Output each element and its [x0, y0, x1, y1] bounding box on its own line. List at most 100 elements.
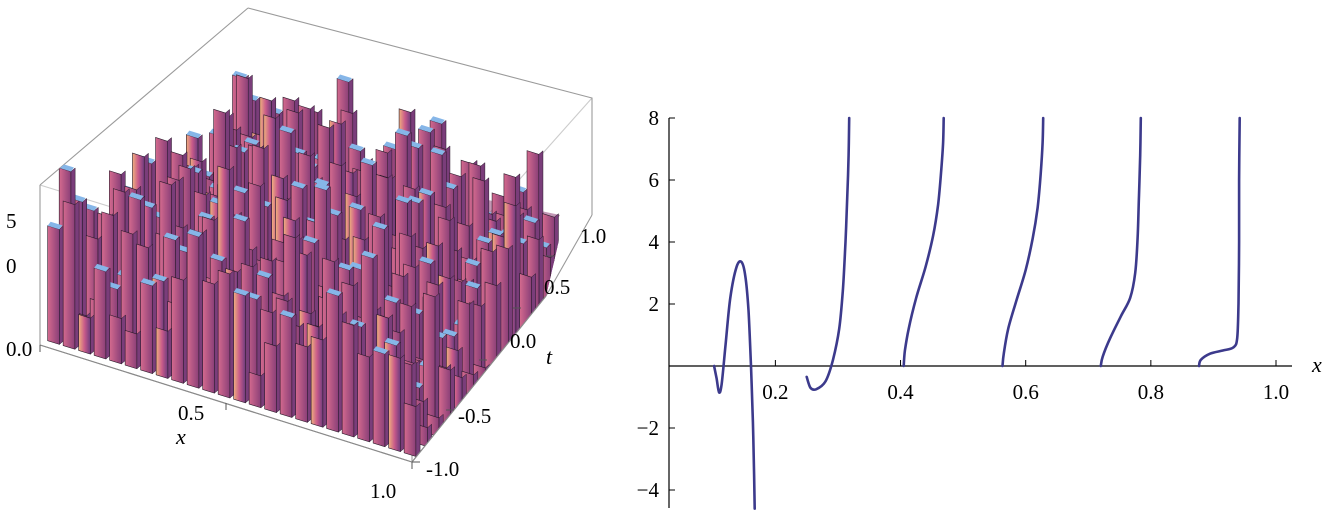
surface-spike-cap: [233, 213, 249, 222]
surface-spike-side: [74, 200, 80, 350]
surface-spike: [279, 313, 293, 418]
surface-spike: [202, 280, 215, 394]
surface-spike-side: [245, 291, 250, 404]
surface-spike-cap: [94, 263, 109, 272]
x-tick-label: 0.8: [1138, 380, 1164, 404]
y-tick-label: 8: [649, 106, 660, 130]
surface-spike-side: [121, 314, 126, 365]
surface-spike-side: [554, 304, 559, 340]
surface-spike: [341, 321, 355, 438]
surface-spike-cap: [187, 229, 202, 237]
surface-spike-cap: [373, 346, 388, 354]
surface-spike-cap: [384, 295, 400, 303]
surface-spike-side: [538, 235, 544, 335]
surface-spike-cap: [465, 258, 481, 266]
t-tick-neg1: -1.0: [426, 457, 459, 481]
curve-branch-1: [712, 260, 756, 510]
surface-spike: [47, 225, 60, 345]
curves: [712, 116, 1241, 510]
t-axis-label-3d: t: [546, 344, 553, 369]
surface-spike-cap: [395, 195, 411, 204]
surface-spike: [554, 295, 567, 330]
surface-spike-cap: [349, 261, 365, 270]
surface-spike-cap: [418, 187, 434, 196]
y-tick-label: −2: [637, 416, 659, 440]
curve-branch-3: [902, 116, 945, 368]
surface-spike-cap: [232, 70, 248, 79]
surface-spike-cap: [47, 221, 63, 230]
surface-spike-side: [496, 281, 502, 389]
surface-spike-cap: [383, 141, 399, 150]
surface-spike: [124, 329, 138, 370]
x-tick-label: 0.6: [1013, 380, 1039, 404]
surface-spike-cap: [210, 253, 226, 262]
surface-spike-side: [353, 321, 359, 438]
curve-branch-6: [1197, 116, 1241, 368]
surface-spike-cap: [233, 287, 249, 296]
surface-spike: [155, 327, 169, 379]
x-tick-05: 0.5: [178, 401, 204, 425]
surface-spike: [248, 371, 262, 409]
surface-spike: [542, 304, 555, 339]
surface-spike: [140, 281, 153, 375]
surface-spike-cap: [360, 157, 376, 166]
surface-spike: [326, 291, 339, 433]
t-axis-3d-ticks: [412, 255, 554, 463]
surface-spike-cap: [140, 278, 156, 286]
surface-spike-side: [573, 262, 579, 305]
surface-spike-side: [229, 269, 235, 399]
surface-spike-side: [565, 296, 571, 330]
surface-spike-side: [450, 366, 455, 428]
surface-spike-cap: [384, 337, 400, 346]
surface-spike-side: [427, 423, 432, 448]
surface-spike-cap: [407, 195, 423, 204]
surface-spike-side: [400, 354, 405, 453]
surface-spike-cap: [476, 235, 492, 244]
surface-spike-cap: [186, 130, 202, 139]
x-ticks: 0.2 0.4 0.6 0.8 1.0: [762, 360, 1289, 404]
surface-spike-cap: [128, 192, 144, 200]
surface-spike: [186, 232, 200, 389]
surface-spike-cap: [314, 178, 330, 186]
surface-spike-cap: [280, 310, 295, 318]
curve-branch-4: [1001, 116, 1045, 368]
surface-spike: [93, 267, 107, 360]
surface-spike-side: [473, 370, 479, 408]
x-tick-label: 0.2: [762, 380, 788, 404]
surface-spike: [217, 269, 231, 399]
curve-branch-2: [805, 116, 851, 392]
surface-spike-side: [415, 402, 421, 458]
surface-spike-side: [105, 267, 111, 360]
y-tick-label: −4: [637, 478, 660, 502]
surface-spike-cap: [418, 124, 434, 133]
surface-spike-cap: [163, 232, 179, 241]
surface-spike-side: [198, 232, 204, 389]
surface-spike: [357, 352, 370, 443]
x-tick-label: 1.0: [1263, 380, 1289, 404]
surface-spike: [372, 349, 386, 448]
t-tick-neg05: -0.5: [458, 404, 491, 428]
surface-spike: [109, 314, 122, 365]
surface-spike: [403, 402, 417, 457]
surface-spike-cap: [152, 273, 167, 282]
x-tick-1: 1.0: [370, 479, 396, 503]
surface-spike: [310, 336, 324, 428]
x-tick-0: 0.0: [6, 337, 32, 361]
surface-spike-side: [338, 291, 343, 433]
surface-spike-cap: [442, 328, 458, 337]
surface-spike-cap: [291, 180, 306, 189]
surface-spike-cap: [233, 185, 248, 194]
surface-spike: [484, 281, 498, 389]
surface-spike-cap: [337, 74, 352, 83]
t-tick-0: 0.0: [510, 329, 536, 353]
x-axis-label-3d: x: [175, 424, 186, 449]
y-tick-label: 2: [649, 292, 660, 316]
surface-spike-cap: [372, 221, 388, 230]
surface-spike-side: [508, 244, 513, 379]
surface-spike: [264, 342, 277, 414]
surface-spike-cap: [256, 270, 272, 278]
x-axis-label: x: [1311, 352, 1322, 377]
surface-spike-cap: [302, 235, 318, 244]
surface-spike-cap: [395, 128, 411, 136]
